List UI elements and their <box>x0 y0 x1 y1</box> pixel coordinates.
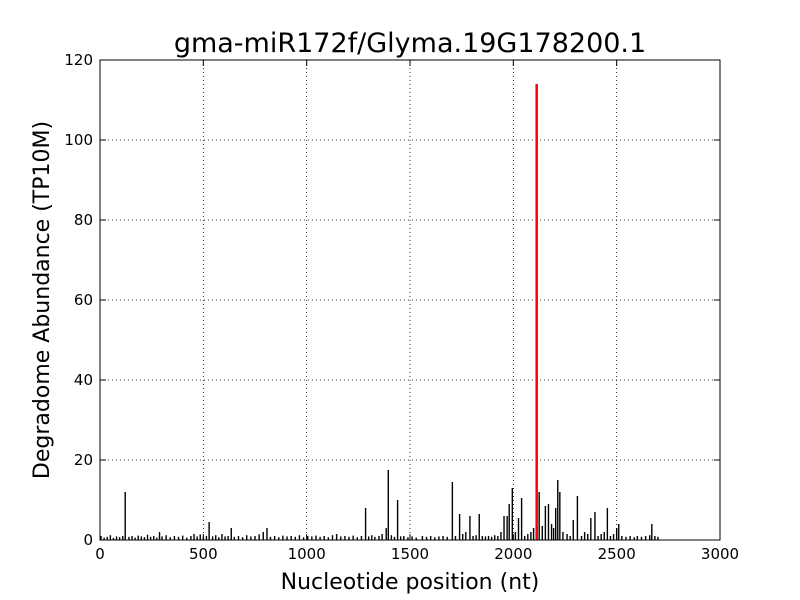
x-tick-label: 3000 <box>701 545 739 563</box>
y-tick-label: 20 <box>74 451 93 469</box>
x-tick-label: 1000 <box>288 545 326 563</box>
data-bars <box>100 470 659 540</box>
y-tick-label: 0 <box>83 531 93 549</box>
x-axis-label: Nucleotide position (nt) <box>281 570 540 595</box>
y-tick-label: 60 <box>74 291 93 309</box>
x-tick-label: 2000 <box>494 545 532 563</box>
grid-lines <box>100 60 720 540</box>
x-tick-label: 2500 <box>598 545 636 563</box>
y-tick-label: 100 <box>64 131 93 149</box>
y-tick-label: 120 <box>64 51 93 69</box>
y-axis-label: Degradome Abundance (TP10M) <box>30 121 55 479</box>
chart-title: gma-miR172f/Glyma.19G178200.1 <box>174 28 646 59</box>
x-tick-label: 500 <box>189 545 218 563</box>
axis-ticks: 0 500 1000 1500 2000 2500 3000 0 20 40 60 80 100 120 <box>64 51 739 563</box>
y-tick-label: 80 <box>74 211 93 229</box>
x-tick-label: 1500 <box>391 545 429 563</box>
x-tick-label: 0 <box>95 545 105 563</box>
y-tick-label: 40 <box>74 371 93 389</box>
